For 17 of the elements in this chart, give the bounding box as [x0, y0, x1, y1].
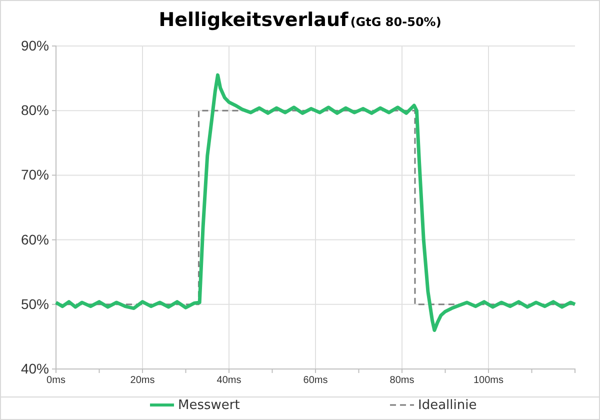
- x-tick-label: 20ms: [130, 375, 155, 386]
- x-tick-label: 40ms: [216, 375, 242, 386]
- chart-title: Helligkeitsverlauf: [158, 9, 350, 31]
- chart-subtitle: (GtG 80-50%): [350, 15, 442, 29]
- legend-label: Messwert: [178, 398, 240, 413]
- y-tick-label: 90%: [20, 37, 49, 54]
- line-series: [54, 73, 577, 332]
- y-tick-label: 70%: [20, 166, 49, 183]
- x-tick-label: 100ms: [473, 375, 504, 386]
- y-tick-label: 50%: [20, 296, 49, 312]
- x-tick-label: 0ms: [46, 375, 66, 386]
- x-tick-label: 80ms: [390, 375, 414, 386]
- y-tick-label: 80%: [20, 102, 49, 118]
- legend-label: Ideallinie: [418, 398, 477, 413]
- y-tick-label: 60%: [20, 231, 49, 248]
- y-tick-label: 40%: [20, 360, 49, 376]
- x-tick-label: 60ms: [303, 375, 328, 386]
